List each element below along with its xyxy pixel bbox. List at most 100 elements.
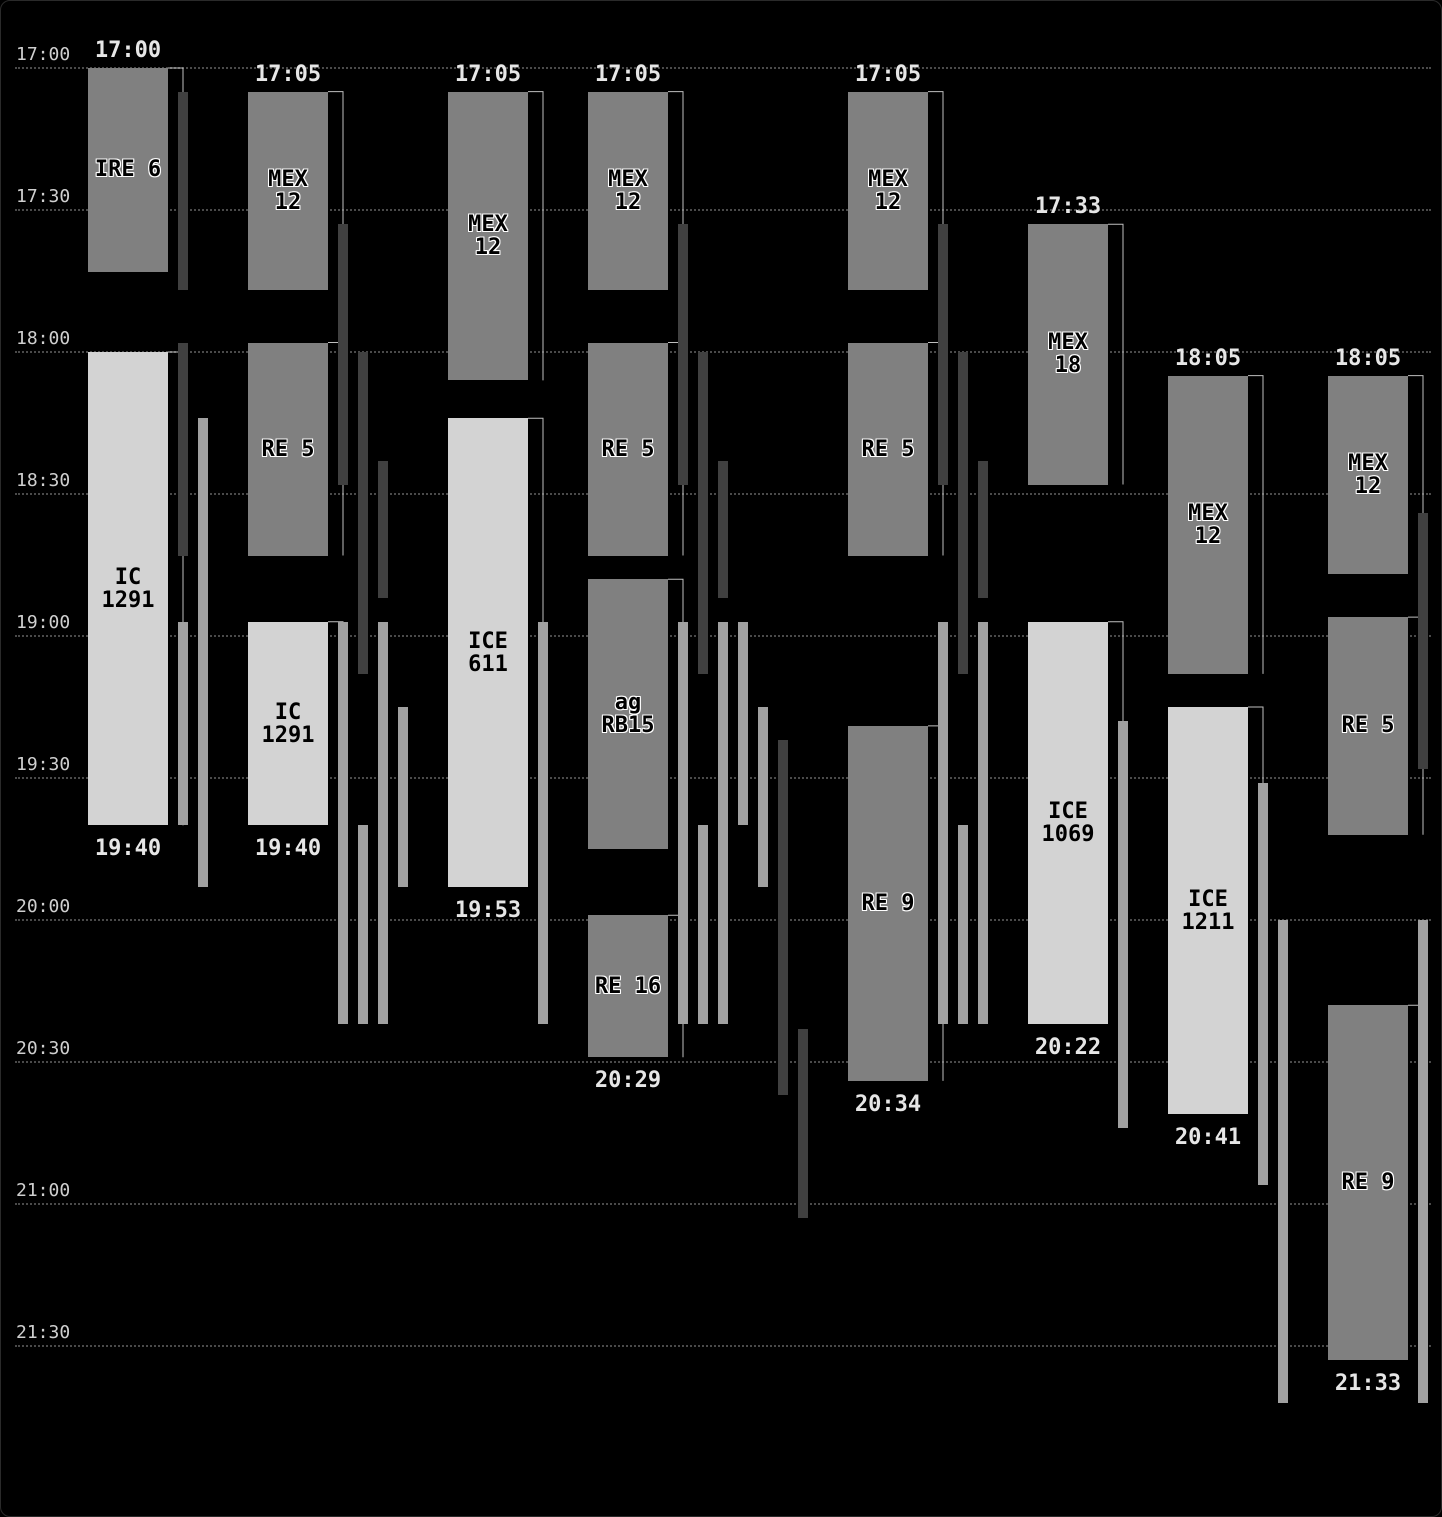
train-leg[interactable]: RE 16	[588, 915, 668, 1058]
gridline	[15, 67, 1431, 69]
ride-bar	[398, 707, 408, 887]
arrival-time: 20:29	[594, 1068, 662, 1094]
train-label: RE 16	[594, 973, 662, 999]
gridline	[15, 1203, 1431, 1205]
departure-time: 17:05	[454, 61, 522, 87]
time-axis-label: 18:00	[16, 328, 71, 349]
train-leg[interactable]: RE 5	[1328, 617, 1408, 835]
train-label: RE 5	[861, 436, 915, 462]
ride-bar	[178, 621, 188, 826]
train-leg[interactable]: RE 5	[588, 342, 668, 556]
train-label: IC 1291	[101, 564, 155, 613]
time-axis-label: 19:00	[16, 612, 71, 633]
wait-bar	[378, 460, 388, 599]
train-leg[interactable]: ICE 611	[448, 418, 528, 887]
train-leg[interactable]: MEX 12	[448, 91, 528, 381]
train-leg[interactable]: RE 5	[848, 342, 928, 556]
ride-bar	[698, 825, 708, 1025]
train-label: RE 5	[1341, 713, 1395, 739]
train-label: IRE 6	[94, 157, 162, 183]
arrival-time: 19:40	[254, 836, 322, 862]
wait-bar	[678, 224, 688, 485]
train-leg[interactable]: RE 5	[248, 342, 328, 556]
train-leg[interactable]: RE 9	[848, 725, 928, 1081]
wait-bar	[1418, 512, 1428, 769]
train-leg[interactable]: MEX 12	[1168, 375, 1248, 674]
ride-bar	[978, 621, 988, 1025]
train-leg[interactable]: IRE 6	[88, 68, 168, 272]
train-label: MEX 18	[1048, 330, 1088, 379]
gridline	[15, 209, 1431, 211]
time-axis-label: 17:00	[16, 44, 71, 65]
train-leg[interactable]: RE 9	[1328, 1005, 1408, 1361]
train-label: MEX 12	[1188, 500, 1228, 549]
gridline	[15, 351, 1431, 353]
time-axis-label: 18:30	[16, 470, 71, 491]
train-label: MEX 12	[1348, 451, 1388, 500]
train-label: MEX 12	[468, 212, 508, 261]
departure-time: 17:00	[94, 38, 162, 63]
ride-bar	[678, 621, 688, 1025]
leg-connector	[1248, 375, 1264, 674]
ride-bar	[1258, 782, 1268, 1186]
train-label: RE 5	[261, 436, 315, 462]
train-label: ICE 1211	[1181, 886, 1235, 935]
ride-bar	[338, 621, 348, 1025]
gridline	[15, 1061, 1431, 1063]
gridline	[15, 1345, 1431, 1347]
wait-bar	[978, 460, 988, 599]
train-leg[interactable]: ICE 1069	[1028, 621, 1108, 1025]
train-leg[interactable]: MEX 12	[848, 91, 928, 291]
departure-time: 18:05	[1174, 345, 1242, 371]
arrival-time: 20:22	[1034, 1035, 1102, 1061]
departure-time: 17:33	[1034, 194, 1102, 220]
arrival-time: 20:34	[854, 1091, 922, 1117]
train-label: MEX 12	[268, 167, 308, 216]
arrival-time: 20:41	[1174, 1125, 1242, 1151]
ride-bar	[738, 621, 748, 826]
ride-bar	[1118, 721, 1128, 1129]
leg-connector	[528, 91, 544, 381]
wait-bar	[338, 224, 348, 485]
train-label: RE 5	[601, 436, 655, 462]
arrival-time: 19:40	[94, 836, 162, 862]
train-leg[interactable]: MEX 18	[1028, 224, 1108, 485]
ride-bar	[1418, 920, 1428, 1403]
wait-bar	[698, 352, 708, 674]
train-label: MEX 12	[608, 167, 648, 216]
time-axis-label: 21:30	[16, 1322, 71, 1343]
train-leg[interactable]: MEX 12	[248, 91, 328, 291]
wait-bar	[358, 352, 368, 674]
wait-bar	[798, 1028, 808, 1219]
train-leg[interactable]: ICE 1211	[1168, 707, 1248, 1115]
wait-bar	[178, 342, 188, 556]
train-label: ICE 611	[468, 628, 508, 677]
departure-time: 17:05	[254, 61, 322, 87]
train-leg[interactable]: IC 1291	[88, 352, 168, 826]
wait-bar	[958, 352, 968, 674]
train-leg[interactable]: MEX 12	[588, 91, 668, 291]
wait-bar	[718, 460, 728, 599]
ride-bar	[538, 621, 548, 1025]
ride-bar	[718, 621, 728, 1025]
train-label: MEX 12	[868, 167, 908, 216]
ride-bar	[378, 621, 388, 1025]
ride-bar	[938, 621, 948, 1025]
leg-connector	[1408, 375, 1424, 575]
train-label: RE 9	[1341, 1170, 1395, 1196]
train-leg[interactable]: MEX 12	[1328, 375, 1408, 575]
arrival-time: 21:33	[1334, 1371, 1402, 1397]
ride-bar	[758, 707, 768, 887]
time-axis-label: 20:30	[16, 1038, 71, 1059]
train-leg[interactable]: IC 1291	[248, 621, 328, 826]
ride-bar	[358, 825, 368, 1025]
train-label: RE 9	[861, 890, 915, 916]
ride-bar	[958, 825, 968, 1025]
time-axis-label: 19:30	[16, 754, 71, 775]
wait-bar	[938, 224, 948, 485]
time-axis-label: 21:00	[16, 1180, 71, 1201]
wait-bar	[778, 740, 788, 1096]
train-leg[interactable]: ag RB15	[588, 579, 668, 849]
leg-connector	[1108, 223, 1124, 485]
